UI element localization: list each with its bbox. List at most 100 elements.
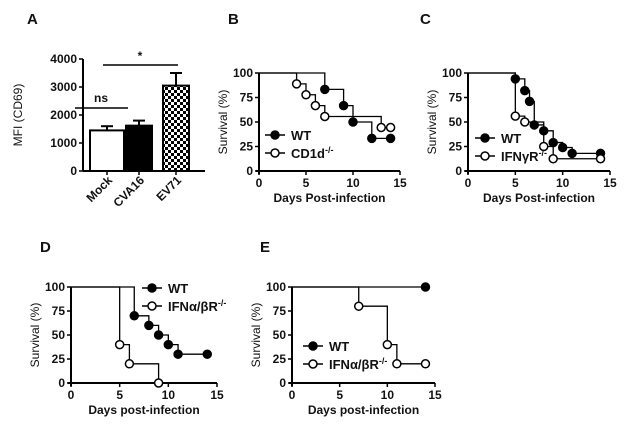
data-point <box>557 142 568 153</box>
data-point <box>353 301 364 311</box>
x-tick-label: 10 <box>162 388 176 402</box>
bar-mock <box>89 129 125 172</box>
y-tick-label: 75 <box>449 91 463 105</box>
data-point <box>420 359 431 369</box>
y-tick-label: 0 <box>246 164 253 178</box>
significance-label: * <box>138 49 143 63</box>
data-point <box>163 339 174 350</box>
data-point <box>153 330 164 340</box>
y-tick-label: 50 <box>240 115 254 129</box>
data-point <box>520 117 530 127</box>
data-point <box>320 84 330 95</box>
y-tick-label: 50 <box>52 328 66 342</box>
data-point <box>538 141 549 152</box>
x-tick-label: 0 <box>256 176 263 190</box>
y-tick-label: 25 <box>449 140 463 154</box>
data-point <box>385 122 396 133</box>
data-point <box>114 339 125 350</box>
data-point <box>367 133 377 144</box>
y-tick-label: 25 <box>240 140 254 154</box>
legend-label: IFNγR-/- <box>501 148 547 164</box>
y-tick-label: 25 <box>52 352 66 366</box>
data-point <box>382 339 393 350</box>
y-tick-label: 50 <box>273 328 287 342</box>
x-axis-label: Days Post-infection <box>483 191 595 205</box>
survival-line-wt <box>71 286 208 355</box>
legend-marker <box>147 283 157 293</box>
y-tick-label: 100 <box>442 66 462 80</box>
legend-marker <box>147 301 157 311</box>
data-point <box>529 120 540 130</box>
y-tick-label: 3000 <box>50 80 77 94</box>
x-tick-label: 10 <box>381 388 395 402</box>
x-tick-label: 10 <box>346 176 360 190</box>
data-point <box>548 137 558 148</box>
bar-cva16 <box>125 124 153 172</box>
y-tick-label: 1000 <box>50 136 77 150</box>
panel-label: B <box>228 11 239 28</box>
legend-label: IFNα/βR-/- <box>168 298 226 314</box>
data-point <box>348 117 358 127</box>
survival-line-ifnα/βr <box>71 286 160 383</box>
x-tick-label: CVA16 <box>110 173 147 210</box>
x-tick-label: 5 <box>303 176 310 190</box>
x-tick-label: 15 <box>210 388 224 402</box>
data-point <box>420 282 431 292</box>
x-tick-label: EV71 <box>153 173 184 204</box>
y-tick-label: 75 <box>273 304 287 318</box>
panel-label: D <box>40 239 51 256</box>
y-axis-label: Survival (%) <box>425 90 439 155</box>
data-point <box>320 111 330 122</box>
x-tick-label: 0 <box>465 176 472 190</box>
data-point <box>524 96 535 107</box>
x-axis-label: Days post-infection <box>88 403 199 417</box>
y-tick-label: 0 <box>455 164 462 178</box>
data-point <box>385 133 396 144</box>
x-tick-label: 0 <box>289 388 296 402</box>
y-tick-label: 75 <box>52 304 66 318</box>
x-axis-label: Days Post-infection <box>273 191 385 205</box>
data-point <box>392 359 402 369</box>
y-tick-label: 100 <box>266 280 286 294</box>
significance-label: ns <box>94 91 108 105</box>
x-tick-label: 15 <box>428 388 442 402</box>
legend-label: WT <box>501 131 521 146</box>
legend-marker <box>480 133 490 143</box>
data-point <box>129 311 140 321</box>
panel-label: E <box>260 239 270 256</box>
panel-label: C <box>420 11 431 28</box>
y-tick-label: 25 <box>273 352 287 366</box>
data-point <box>310 100 321 111</box>
y-tick-label: 100 <box>45 280 65 294</box>
y-tick-label: 0 <box>58 376 65 390</box>
data-point <box>301 90 311 100</box>
x-tick-label: 15 <box>603 176 617 190</box>
legend-marker <box>308 359 318 369</box>
data-point <box>202 349 213 359</box>
legend-marker <box>480 151 490 161</box>
data-point <box>595 154 606 164</box>
x-tick-label: 10 <box>556 176 570 190</box>
legend-marker <box>270 148 280 158</box>
data-point <box>124 359 135 369</box>
survival-line-ifnγr <box>468 72 601 160</box>
y-tick-label: 75 <box>240 91 254 105</box>
x-tick-label: 5 <box>116 388 123 402</box>
x-axis-label: Days post-infection <box>308 403 419 417</box>
y-axis-label: MFI (CD69) <box>11 84 25 147</box>
x-tick-label: 15 <box>393 176 407 190</box>
data-point <box>548 154 558 164</box>
y-tick-label: 0 <box>70 164 77 178</box>
legend-label: WT <box>291 128 311 143</box>
y-axis-label: Survival (%) <box>249 303 263 368</box>
legend-marker <box>270 130 280 140</box>
data-point <box>338 100 349 111</box>
data-point <box>144 320 154 331</box>
data-point <box>520 85 530 96</box>
legend-label: CD1d-/- <box>291 145 333 161</box>
data-point <box>291 79 302 89</box>
bar-ev71 <box>162 84 190 172</box>
y-tick-label: 50 <box>449 115 463 129</box>
